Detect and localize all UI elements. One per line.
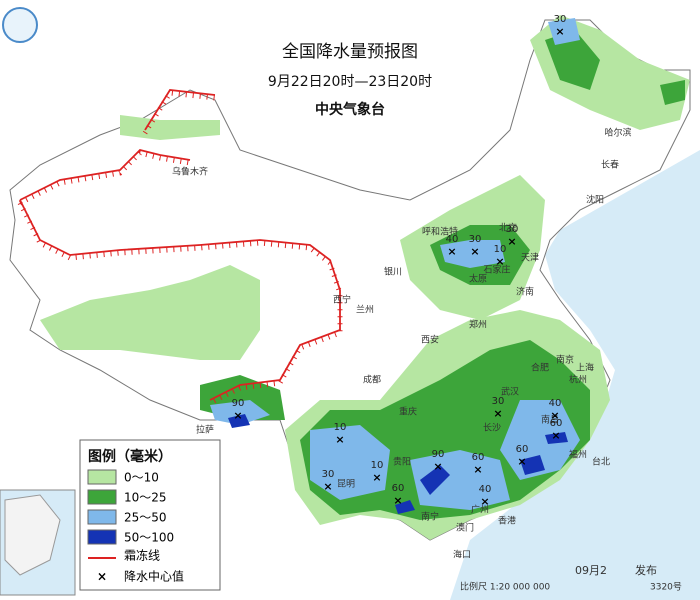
city-label: 哈尔滨 <box>604 127 631 139</box>
footer-issued: 发布 <box>635 563 657 577</box>
city-label: 南昌 <box>541 414 559 426</box>
rain-center-value: 10 <box>334 422 347 433</box>
city-label: 合肥 <box>531 362 549 374</box>
rain-center-x: × <box>470 245 479 258</box>
sea <box>450 150 700 600</box>
city-label: 福州 <box>569 449 587 461</box>
rain-center-value: 40 <box>479 484 492 495</box>
rain-center-x: × <box>323 480 332 493</box>
city-label: 杭州 <box>569 374 587 386</box>
city-label: 贵阳 <box>393 456 411 468</box>
rain-center-value: 10 <box>494 244 507 255</box>
rain-center-x: × <box>447 245 456 258</box>
legend-label: 50～100 <box>124 531 174 545</box>
rain-center-x: × <box>480 495 489 508</box>
city-label: 海口 <box>453 549 471 561</box>
city-label: 武汉 <box>501 386 519 398</box>
subtitle: 9月22日20时—23日20时 <box>268 74 432 90</box>
city-label: 澳门 <box>456 522 474 534</box>
rain-center-value: 30 <box>554 14 567 25</box>
city-label: 重庆 <box>399 406 417 418</box>
rain-center-value: 40 <box>446 234 459 245</box>
city-label: 昆明 <box>337 479 355 490</box>
city-label: 上海 <box>576 362 594 374</box>
rain-center-value: 40 <box>549 398 562 409</box>
rain-center-x: × <box>473 463 482 476</box>
city-label: 兰州 <box>356 304 374 316</box>
city-label: 成都 <box>363 374 381 386</box>
rain-center-x: × <box>551 429 560 442</box>
legend-x-symbol: × <box>97 570 107 584</box>
legend-label: 25～50 <box>124 511 167 525</box>
legend-label: 降水中心值 <box>124 569 184 584</box>
city-label: 西安 <box>421 334 439 346</box>
footer-scale: 比例尺 1:20 000 000 <box>460 581 550 593</box>
rain-center-x: × <box>507 235 516 248</box>
rain-center-x: × <box>555 25 564 38</box>
rain-center-x: × <box>233 409 242 422</box>
rain-center-value: 60 <box>392 483 405 494</box>
rain-center-value: 60 <box>516 444 529 455</box>
city-label: 长春 <box>601 159 619 171</box>
rain-center-value: 90 <box>232 398 245 409</box>
legend: 0～10 10～25 25～50 50～100 霜冻线 × 降水中心值 <box>87 469 184 584</box>
rain-center-value: 10 <box>371 460 384 471</box>
legend-label: 0～10 <box>124 471 159 485</box>
footer-approval: 3320号 <box>650 582 682 593</box>
rain-center-value: 30 <box>322 469 335 480</box>
city-label: 长沙 <box>483 422 501 434</box>
rain-center-x: × <box>433 460 442 473</box>
city-label: 拉萨 <box>196 424 214 436</box>
city-label: 南宁 <box>421 511 439 523</box>
legend-title: 图例（毫米） <box>88 448 172 465</box>
rain-center-value: 60 <box>550 418 563 429</box>
logo <box>2 7 38 43</box>
footer-date: 09月2 <box>575 564 607 577</box>
legend-swatch <box>87 509 117 525</box>
rain-center-value: 60 <box>472 452 485 463</box>
rain-center-value: 90 <box>432 449 445 460</box>
rain-center-value: 30 <box>506 224 519 235</box>
city-label: 石家庄 <box>483 264 510 276</box>
legend-swatch <box>87 469 117 485</box>
city-label: 香港 <box>498 515 516 527</box>
legend-label: 霜冻线 <box>124 548 160 563</box>
rain-center-x: × <box>550 409 559 422</box>
legend-label: 10～25 <box>124 491 167 505</box>
rain-center-x: × <box>495 255 504 268</box>
frost-ticks <box>17 90 343 406</box>
rain-center-x: × <box>335 433 344 446</box>
rain-50-100 <box>228 414 568 514</box>
legend-swatch <box>87 489 117 505</box>
rain-center-x: × <box>517 455 526 468</box>
city-label: 西宁 <box>333 294 351 306</box>
issuer: 中央气象台 <box>315 101 385 118</box>
city-label: 沈阳 <box>586 194 604 206</box>
city-label: 广州 <box>471 504 489 516</box>
rain-center-x: × <box>372 471 381 484</box>
rain-center-value: 30 <box>492 396 505 407</box>
rain-center-value: 30 <box>469 234 482 245</box>
city-label: 南京 <box>556 354 574 366</box>
city-label: 乌鲁木齐 <box>172 166 208 178</box>
legend-swatch <box>87 529 117 545</box>
city-label: 台北 <box>592 456 610 468</box>
rain-center-x: × <box>393 494 402 507</box>
city-label: 济南 <box>516 286 534 298</box>
rain-center-x: × <box>493 407 502 420</box>
city-label: 天津 <box>521 253 539 264</box>
city-label: 北京 <box>499 222 517 234</box>
city-label: 太原 <box>469 273 487 285</box>
city-label: 呼和浩特 <box>422 226 458 238</box>
city-label: 银川 <box>384 266 402 278</box>
inset-land <box>4 494 61 576</box>
title: 全国降水量预报图 <box>282 42 418 62</box>
city-label: 郑州 <box>469 319 487 331</box>
rain-centers: 30×40×30×30×10×30×40×60×60×90×10×30×10×9… <box>232 14 567 508</box>
